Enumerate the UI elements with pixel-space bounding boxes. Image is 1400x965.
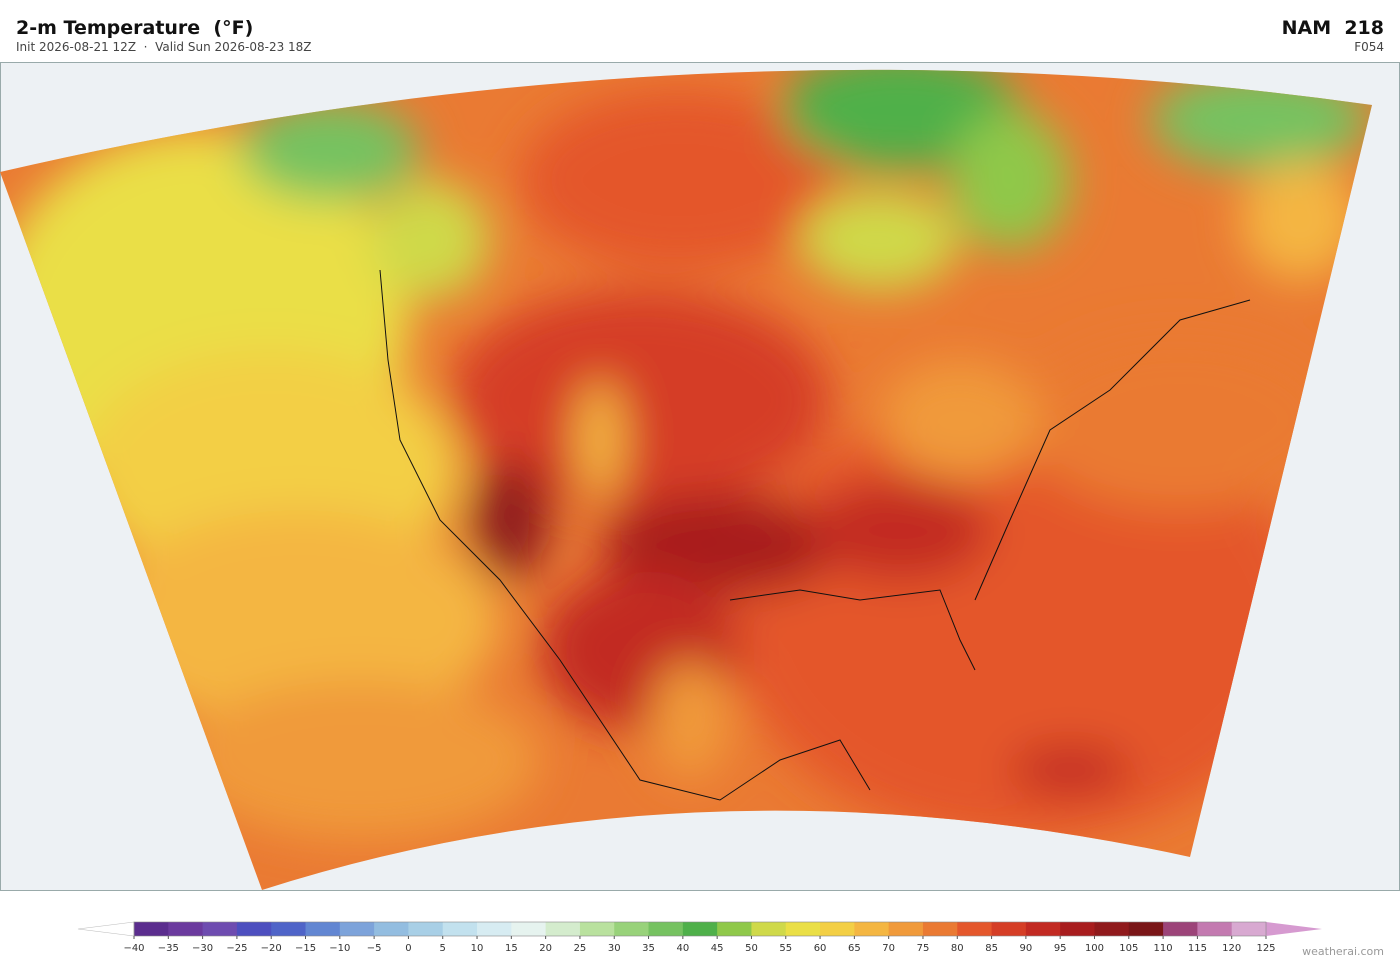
colorbar-tick-label: −30 — [192, 943, 213, 954]
colorbar-swatch — [202, 922, 238, 936]
colorbar-swatch — [408, 922, 444, 936]
colorbar-swatch — [751, 922, 787, 936]
title: 2-m Temperature (°F) — [16, 17, 253, 39]
forecast-hour: F054 — [1354, 40, 1384, 54]
colorbar: −40 −35 −30 −25 −20 −15 −10 −5 0 5 10 15 20 25 30 35 40 4… — [77, 921, 1322, 954]
colorbar-tick-label: −5 — [367, 943, 382, 954]
colorbar-swatch — [785, 922, 821, 936]
colorbar-tick-label: 75 — [917, 943, 930, 954]
colorbar-tick-label: −15 — [295, 943, 316, 954]
colorbar-swatch — [957, 922, 993, 936]
colorbar-swatch — [1163, 922, 1198, 936]
colorbar-tick-label: 5 — [440, 943, 446, 954]
colorbar-swatch — [511, 922, 547, 936]
temperature-field — [0, 69, 1372, 890]
colorbar-swatch — [236, 922, 272, 936]
colorbar-tick-label: 95 — [1054, 943, 1067, 954]
colorbar-tick-label: 60 — [814, 943, 827, 954]
colorbar-tick-label: 45 — [711, 943, 724, 954]
attribution: weatherai.com — [1302, 945, 1384, 958]
colorbar-swatch — [477, 922, 512, 936]
colorbar-swatch — [1060, 922, 1095, 936]
colorbar-swatch — [614, 922, 650, 936]
colorbar-swatch — [1128, 922, 1164, 936]
colorbar-tick-label: 65 — [848, 943, 861, 954]
colorbar-tick-label: 20 — [539, 943, 552, 954]
colorbar-tick-label: −25 — [226, 943, 247, 954]
colorbar-swatch — [991, 922, 1027, 936]
colorbar-tick-label: 125 — [1256, 943, 1275, 954]
colorbar-tick-label: 0 — [405, 943, 411, 954]
colorbar-swatch — [339, 922, 375, 936]
colorbar-outline — [133, 921, 1267, 937]
colorbar-swatch — [1025, 922, 1061, 936]
colorbar-swatch — [922, 922, 958, 936]
colorbar-tick-label: −10 — [329, 943, 350, 954]
colorbar-swatch — [305, 922, 341, 936]
colorbar-tick-label: 85 — [985, 943, 998, 954]
colorbar-tick-label: 55 — [779, 943, 792, 954]
colorbar-tick-label: −35 — [158, 943, 179, 954]
colorbar-tick-label: 10 — [471, 943, 484, 954]
colorbar-tick-label: 40 — [676, 943, 689, 954]
colorbar-tick-label: 35 — [642, 943, 655, 954]
colorbar-swatch — [442, 922, 478, 936]
colorbar-tick-label: 50 — [745, 943, 758, 954]
subtitle: Init 2026-08-21 12Z · Valid Sun 2026-08-… — [16, 40, 312, 54]
colorbar-swatch — [888, 922, 924, 936]
colorbar-tick-label: 15 — [505, 943, 518, 954]
colorbar-under — [77, 921, 135, 937]
colorbar-swatch — [648, 922, 684, 936]
colorbar-tick-label: 120 — [1222, 943, 1241, 954]
model-name: NAM 218 — [1282, 17, 1384, 39]
colorbar-tick-label: 70 — [882, 943, 895, 954]
colorbar-swatch — [717, 922, 752, 936]
colorbar-swatch — [271, 922, 307, 936]
colorbar-swatch — [168, 922, 204, 936]
colorbar-over — [1266, 922, 1322, 936]
colorbar-swatch — [820, 922, 855, 936]
colorbar-swatch — [374, 922, 409, 936]
colorbar-tick-label: 80 — [951, 943, 964, 954]
colorbar-swatch — [682, 922, 718, 936]
colorbar-tick-label: 110 — [1154, 943, 1173, 954]
colorbar-tick-label: 25 — [574, 943, 587, 954]
colorbar-swatch — [545, 922, 581, 936]
colorbar-tick-label: 90 — [1020, 943, 1033, 954]
colorbar-tick-label: 105 — [1119, 943, 1138, 954]
colorbar-swatch — [1231, 922, 1267, 936]
colorbar-tick-label: −20 — [261, 943, 282, 954]
coastline — [379, 269, 1251, 801]
colorbar-tick-label: −40 — [123, 943, 144, 954]
colorbar-swatch — [854, 922, 890, 936]
colorbar-tick-label: 100 — [1085, 943, 1104, 954]
colorbar-swatch — [134, 922, 169, 936]
colorbar-swatch — [1094, 922, 1130, 936]
colorbar-tick-label: 115 — [1188, 943, 1207, 954]
colorbar-tick-label: 30 — [608, 943, 621, 954]
colorbar-swatch — [1197, 922, 1233, 936]
colorbar-swatch — [579, 922, 615, 936]
